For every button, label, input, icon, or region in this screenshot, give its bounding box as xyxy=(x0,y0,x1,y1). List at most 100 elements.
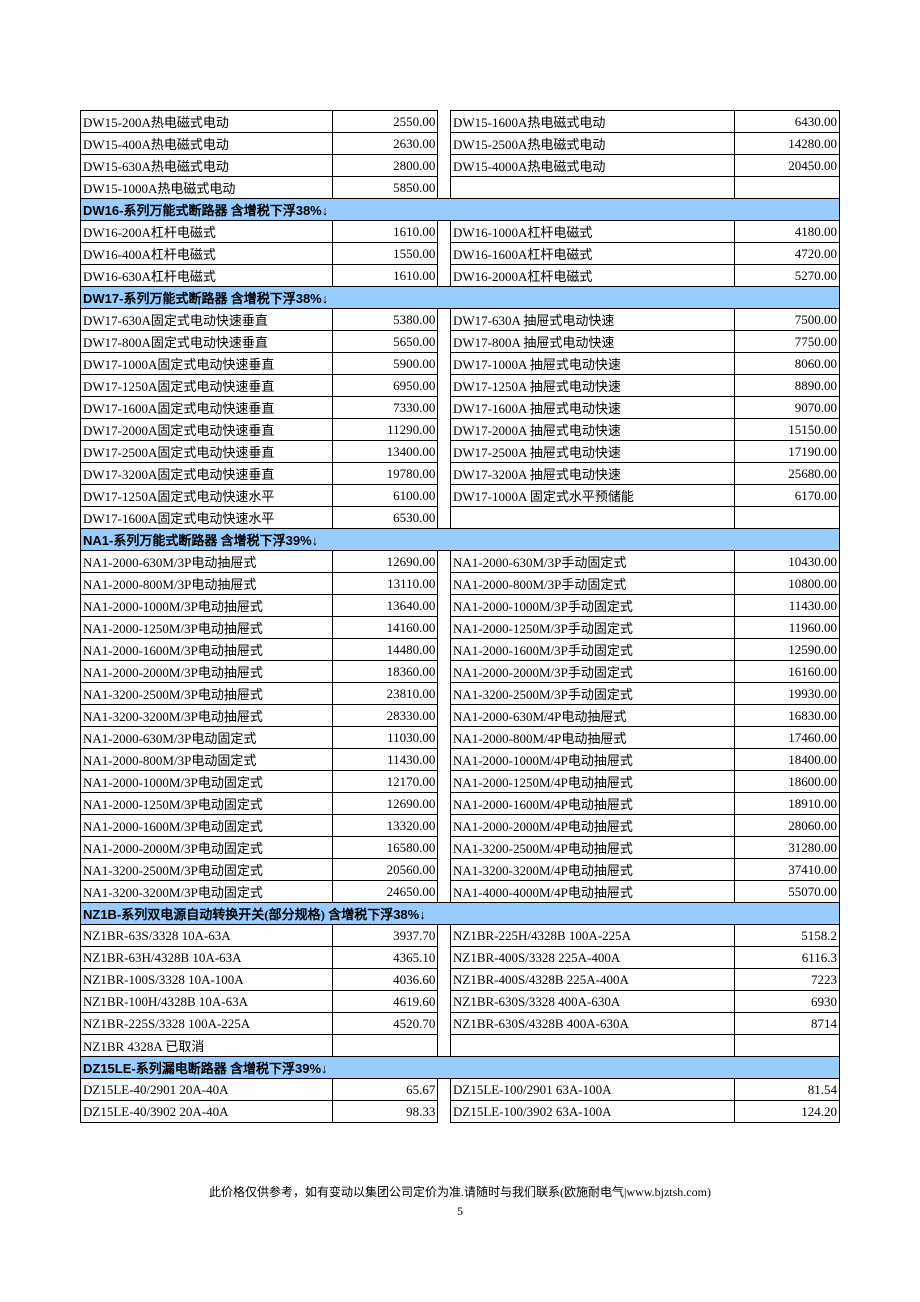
product-price: 18910.00 xyxy=(734,793,839,815)
product-name: NA1-2000-800M/3P电动固定式 xyxy=(81,749,333,771)
footer-text: 此价格仅供参考，如有变动以集团公司定价为准.请随时与我们联系(欧施耐电气|www… xyxy=(80,1183,840,1200)
product-price: 11290.00 xyxy=(333,419,438,441)
product-price: 20450.00 xyxy=(734,155,839,177)
product-price: 98.33 xyxy=(333,1101,438,1123)
product-price: 12590.00 xyxy=(734,639,839,661)
product-name: DW15-2500A热电磁式电动 xyxy=(451,133,735,155)
product-price: 15150.00 xyxy=(734,419,839,441)
product-price: 7223 xyxy=(734,969,839,991)
table-row: NA1-3200-2500M/3P电动抽屉式23810.00 NA1-3200-2… xyxy=(81,683,840,705)
product-price: 3937.70 xyxy=(333,925,438,947)
product-name: DW17-3200A 抽屉式电动快速 xyxy=(451,463,735,485)
product-name: DW15-200A热电磁式电动 xyxy=(81,111,333,133)
table-row: DW17-630A固定式电动快速垂直5380.00DW17-630A 抽屉式电动… xyxy=(81,309,840,331)
product-name: DW17-2500A固定式电动快速垂直 xyxy=(81,441,333,463)
product-price: 2800.00 xyxy=(333,155,438,177)
table-row: NZ1BR-100H/4328B 10A-63A4619.60NZ1BR-630… xyxy=(81,991,840,1013)
product-name: DW17-800A 抽屉式电动快速 xyxy=(451,331,735,353)
section-title: DZ15LE-系列漏电断路器 含增税下浮39%↓ xyxy=(81,1057,438,1079)
product-price: 5270.00 xyxy=(734,265,839,287)
product-price: 18360.00 xyxy=(333,661,438,683)
product-name: NA1-3200-3200M/3P电动抽屉式 xyxy=(81,705,333,727)
product-price: 24650.00 xyxy=(333,881,438,903)
section-header: NZ1B-系列双电源自动转换开关(部分规格) 含增税下浮38%↓ xyxy=(81,903,840,925)
product-name: DZ15LE-40/2901 20A-40A xyxy=(81,1079,333,1101)
product-price: 65.67 xyxy=(333,1079,438,1101)
table-row: DW16-400A杠杆电磁式1550.00DW16-1600A杠杆电磁式4720… xyxy=(81,243,840,265)
product-price: 12690.00 xyxy=(333,551,438,573)
table-row: DW17-1250A固定式电动快速垂直6950.00DW17-1250A 抽屉式… xyxy=(81,375,840,397)
product-price: 7750.00 xyxy=(734,331,839,353)
product-name: NZ1BR-630S/4328B 400A-630A xyxy=(451,1013,735,1035)
product-name: NA1-4000-4000M/4P电动抽屉式 xyxy=(451,881,735,903)
product-price: 23810.00 xyxy=(333,683,438,705)
product-name: NA1-2000-1600M/3P手动固定式 xyxy=(451,639,735,661)
product-price: 16160.00 xyxy=(734,661,839,683)
product-price: 16830.00 xyxy=(734,705,839,727)
product-price: 14280.00 xyxy=(734,133,839,155)
product-price: 5650.00 xyxy=(333,331,438,353)
table-row: DW15-1000A热电磁式电动5850.00 xyxy=(81,177,840,199)
product-price: 6530.00 xyxy=(333,507,438,529)
product-price: 6100.00 xyxy=(333,485,438,507)
product-name: DW17-1600A固定式电动快速垂直 xyxy=(81,397,333,419)
product-price: 4180.00 xyxy=(734,221,839,243)
product-name: NA1-3200-2500M/3P手动固定式 xyxy=(451,683,735,705)
product-price: 6430.00 xyxy=(734,111,839,133)
table-row: DW16-200A杠杆电磁式1610.00DW16-1000A杠杆电磁式4180… xyxy=(81,221,840,243)
product-price: 18600.00 xyxy=(734,771,839,793)
product-name: NA1-2000-1600M/4P电动抽屉式 xyxy=(451,793,735,815)
product-price: 6930 xyxy=(734,991,839,1013)
product-price: 28330.00 xyxy=(333,705,438,727)
table-row: NA1-2000-1250M/3P电动抽屉式14160.00NA1-2000-1… xyxy=(81,617,840,639)
product-name: DW15-1000A热电磁式电动 xyxy=(81,177,333,199)
product-name: NA1-3200-3200M/3P电动固定式 xyxy=(81,881,333,903)
product-name: NA1-2000-2000M/3P电动固定式 xyxy=(81,837,333,859)
product-name: DZ15LE-100/2901 63A-100A xyxy=(451,1079,735,1101)
product-name: DW16-1000A杠杆电磁式 xyxy=(451,221,735,243)
product-name: DW17-1000A 固定式水平预储能 xyxy=(451,485,735,507)
product-name: DW16-2000A杠杆电磁式 xyxy=(451,265,735,287)
product-price: 11430.00 xyxy=(333,749,438,771)
product-name: DW17-1000A固定式电动快速垂直 xyxy=(81,353,333,375)
product-name: DW17-630A固定式电动快速垂直 xyxy=(81,309,333,331)
product-name: NA1-3200-2500M/3P电动固定式 xyxy=(81,859,333,881)
product-price: 13400.00 xyxy=(333,441,438,463)
table-row: NZ1BR-63S/3328 10A-63A3937.70NZ1BR-225H/… xyxy=(81,925,840,947)
table-row: NA1-2000-2000M/3P电动抽屉式18360.00NA1-2000-2… xyxy=(81,661,840,683)
product-price: 5380.00 xyxy=(333,309,438,331)
table-row: NA1-2000-630M/3P电动抽屉式12690.00NA1-2000-63… xyxy=(81,551,840,573)
table-row: DW17-3200A固定式电动快速垂直19780.00DW17-3200A 抽屉… xyxy=(81,463,840,485)
product-price: 19930.00 xyxy=(734,683,839,705)
product-name: NA1-2000-800M/3P手动固定式 xyxy=(451,573,735,595)
table-row: DW17-1000A固定式电动快速垂直5900.00DW17-1000A 抽屉式… xyxy=(81,353,840,375)
product-name: NZ1BR-630S/3328 400A-630A xyxy=(451,991,735,1013)
product-price: 19780.00 xyxy=(333,463,438,485)
table-row: DW17-1600A固定式电动快速水平6530.00 xyxy=(81,507,840,529)
product-name: NA1-2000-1600M/3P电动抽屉式 xyxy=(81,639,333,661)
product-name: NZ1BR 4328A 已取消 xyxy=(81,1035,333,1057)
product-name: DW17-1250A固定式电动快速水平 xyxy=(81,485,333,507)
table-row: DW16-630A杠杆电磁式1610.00DW16-2000A杠杆电磁式5270… xyxy=(81,265,840,287)
table-row: NA1-2000-1600M/3P电动抽屉式14480.00NA1-2000-1… xyxy=(81,639,840,661)
product-name: DW17-2000A 抽屉式电动快速 xyxy=(451,419,735,441)
product-price: 1610.00 xyxy=(333,265,438,287)
product-name: NA1-2000-630M/3P手动固定式 xyxy=(451,551,735,573)
product-price: 4520.70 xyxy=(333,1013,438,1035)
page-number: 5 xyxy=(80,1204,840,1219)
product-price: 8890.00 xyxy=(734,375,839,397)
product-price: 6116.3 xyxy=(734,947,839,969)
product-price: 18400.00 xyxy=(734,749,839,771)
table-row: NA1-2000-1600M/3P电动固定式13320.00NA1-2000-2… xyxy=(81,815,840,837)
product-name: DW17-1600A 抽屉式电动快速 xyxy=(451,397,735,419)
product-name: NA1-3200-2500M/3P电动抽屉式 xyxy=(81,683,333,705)
product-name: NZ1BR-63S/3328 10A-63A xyxy=(81,925,333,947)
table-row: NZ1BR-100S/3328 10A-100A4036.60NZ1BR-400… xyxy=(81,969,840,991)
product-price: 10800.00 xyxy=(734,573,839,595)
product-price: 12170.00 xyxy=(333,771,438,793)
product-price: 9070.00 xyxy=(734,397,839,419)
product-name: NA1-2000-630M/3P电动固定式 xyxy=(81,727,333,749)
product-price: 13320.00 xyxy=(333,815,438,837)
table-row: NA1-3200-3200M/3P电动抽屉式28330.00NA1-2000-6… xyxy=(81,705,840,727)
product-price: 10430.00 xyxy=(734,551,839,573)
